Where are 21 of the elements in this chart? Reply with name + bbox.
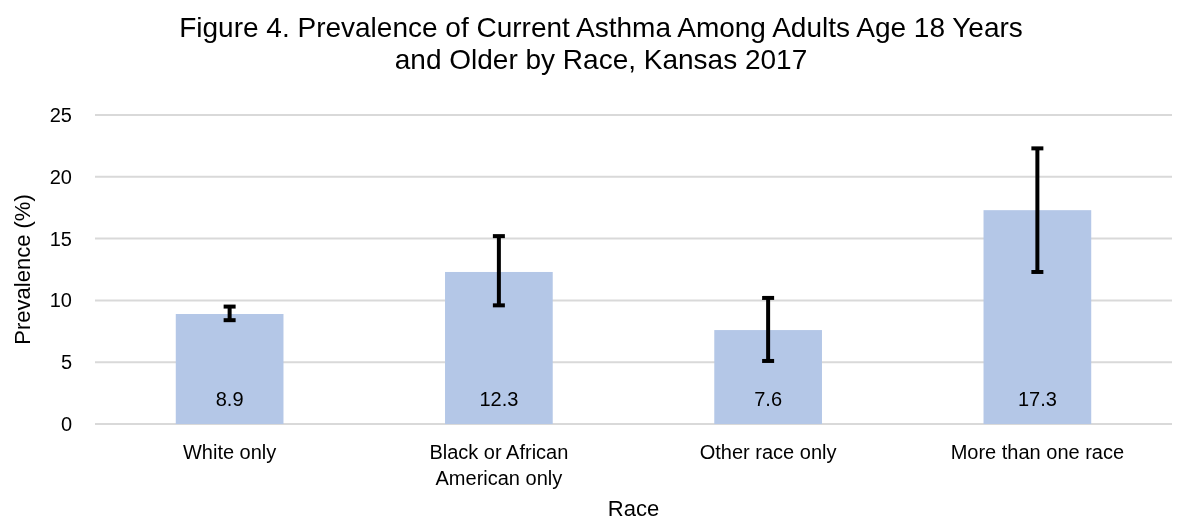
data-label: 17.3 (1017, 388, 1057, 410)
data-label: 7.6 (754, 388, 783, 410)
y-tick-label: 25 (49, 104, 72, 126)
y-tick-label: 5 (60, 351, 72, 374)
chart-title: Figure 4. Prevalence of Current Asthma Among Adults Age 18 Years and Older by Race, Kansas 2017 (179, 12, 1023, 75)
bar (714, 330, 822, 424)
y-tick-label: 15 (49, 227, 72, 250)
y-tick-label: 20 (49, 165, 72, 188)
y-axis-title: Prevalence (%) (10, 194, 35, 345)
y-tick-label: 0 (60, 413, 72, 435)
x-axis-title: Race (607, 496, 660, 521)
x-tick-label: White only (182, 441, 277, 463)
y-tick-label: 10 (49, 289, 72, 312)
bar (445, 271, 553, 424)
x-tick-label: More than one race (950, 441, 1125, 463)
data-label: 8.9 (215, 388, 244, 410)
x-tick-label: Black or African American only (429, 441, 569, 489)
data-label: 12.3 (479, 388, 519, 410)
bar (175, 314, 284, 424)
x-tick-label: Other race only (699, 441, 837, 463)
bar (983, 210, 1092, 424)
